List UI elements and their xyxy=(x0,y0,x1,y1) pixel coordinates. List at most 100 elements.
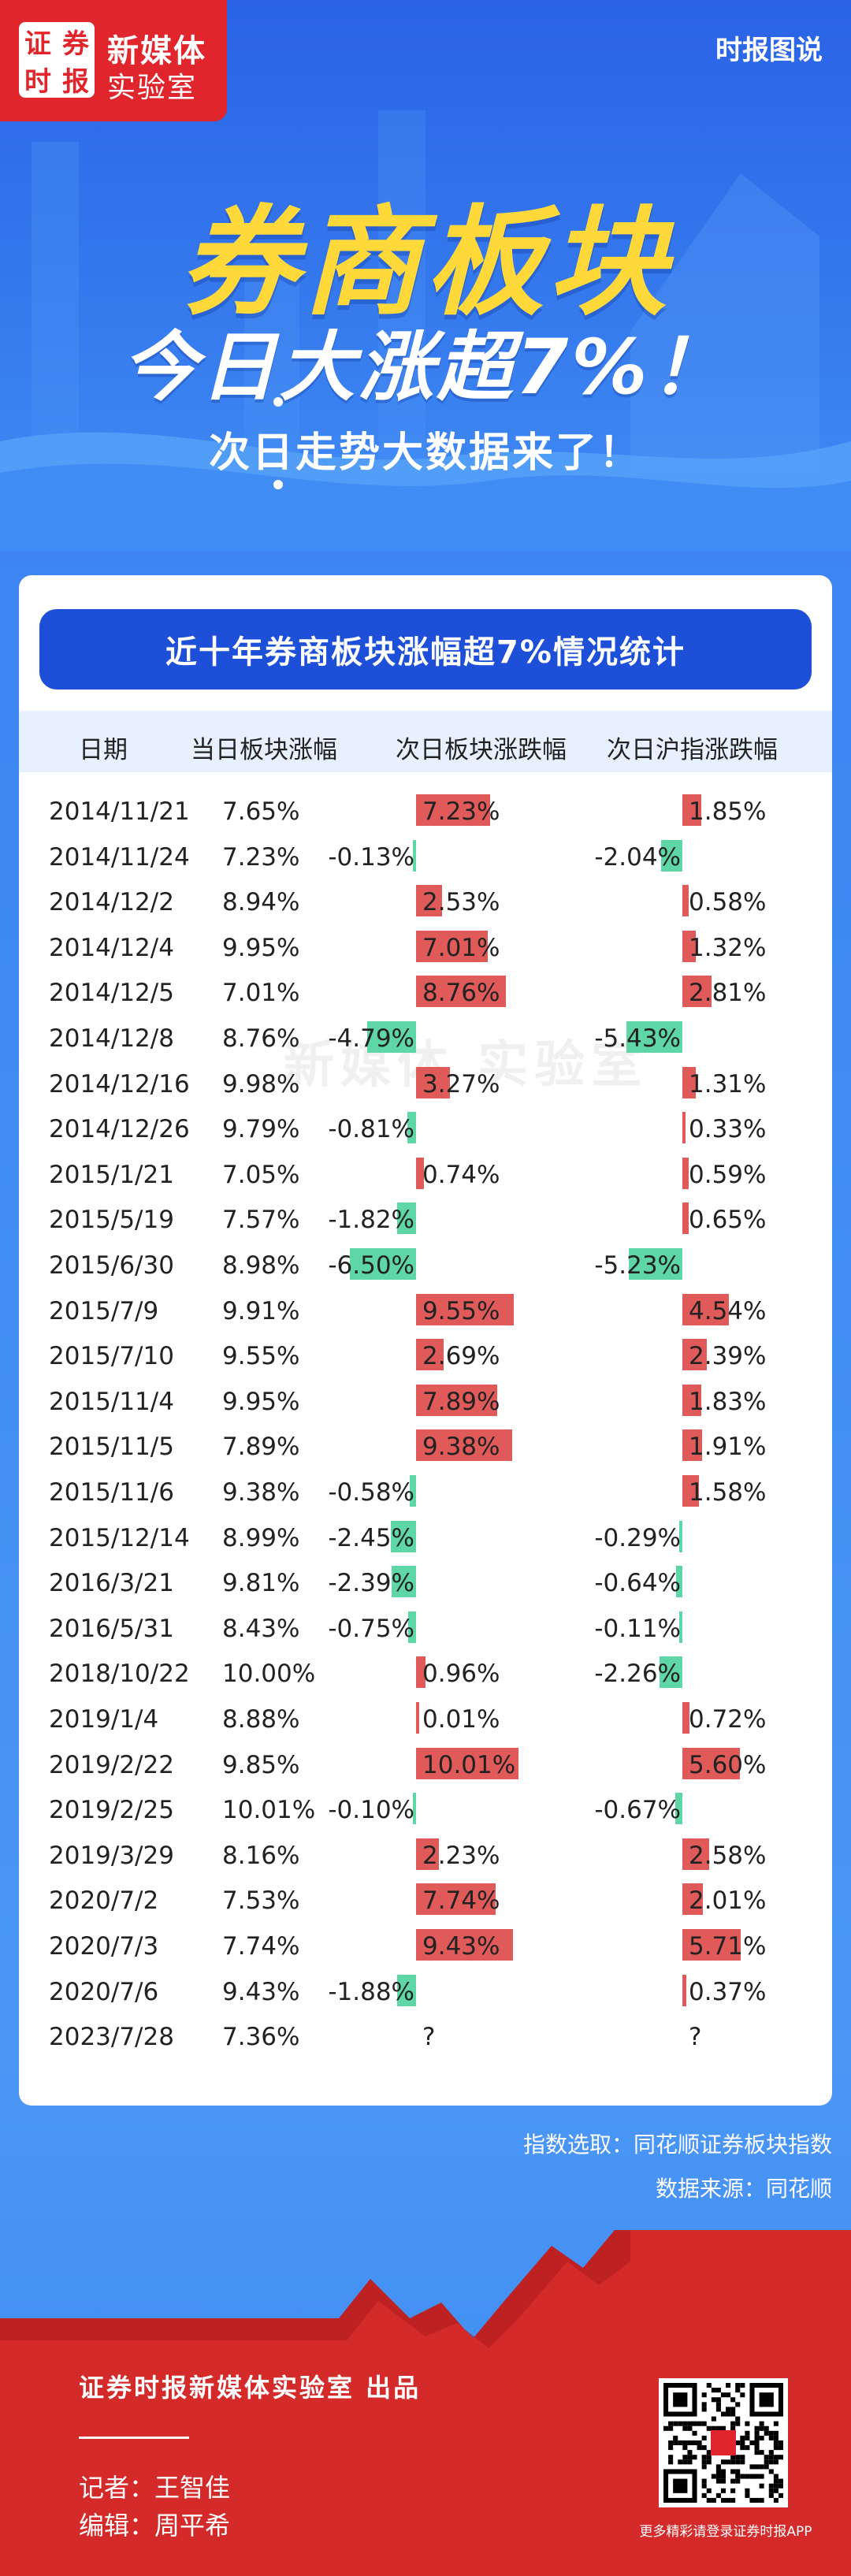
row-date: 2014/11/24 xyxy=(49,842,190,872)
next-sector-bar xyxy=(416,1293,515,1325)
row-date: 2015/1/21 xyxy=(49,1160,174,1189)
row-next-index: ? xyxy=(689,2023,702,2052)
row-date: 2018/10/22 xyxy=(49,1660,190,1689)
row-day-change: 7.01% xyxy=(222,979,300,1008)
column-header-date: 日期 xyxy=(79,736,128,764)
next-index-bar xyxy=(682,1157,689,1189)
next-sector-bar xyxy=(416,1066,450,1098)
row-next-sector: 0.96% xyxy=(422,1660,500,1689)
next-index-bar xyxy=(682,1066,697,1098)
header-decoration xyxy=(0,0,851,552)
row-day-change: 9.43% xyxy=(222,1977,300,2006)
row-next-sector: -0.58% xyxy=(328,1478,414,1507)
row-day-change: 9.98% xyxy=(222,1069,300,1098)
next-index-bar xyxy=(682,1384,701,1416)
row-next-index: 5.60% xyxy=(689,1750,767,1779)
row-next-sector: ? xyxy=(422,2023,436,2052)
row-date: 2020/7/6 xyxy=(49,1977,159,2006)
next-sector-bar xyxy=(416,1702,419,1734)
row-date: 2019/1/4 xyxy=(49,1705,159,1734)
row-next-index: 1.83% xyxy=(689,1387,767,1416)
row-next-sector: -2.45% xyxy=(328,1523,414,1552)
row-date: 2015/12/14 xyxy=(49,1523,190,1552)
row-next-sector: 0.74% xyxy=(422,1160,500,1189)
row-date: 2014/12/16 xyxy=(49,1069,190,1098)
next-index-bar xyxy=(682,1293,730,1325)
row-date: 2015/7/9 xyxy=(49,1296,159,1325)
row-next-index: 0.59% xyxy=(689,1160,767,1189)
row-next-index: 1.32% xyxy=(689,933,767,962)
row-next-index: 2.81% xyxy=(689,979,767,1008)
qr-code[interactable] xyxy=(659,2378,788,2507)
next-sector-bar xyxy=(416,1429,512,1462)
row-next-sector: 0.01% xyxy=(422,1705,500,1734)
row-date: 2015/7/10 xyxy=(49,1342,174,1371)
next-sector-bar xyxy=(410,1475,416,1507)
next-index-bar xyxy=(682,1747,740,1779)
row-date: 2014/12/2 xyxy=(49,888,174,917)
row-date: 2015/5/19 xyxy=(49,1206,174,1235)
row-date: 2015/6/30 xyxy=(49,1251,174,1280)
row-date: 2015/11/4 xyxy=(49,1387,174,1416)
row-next-index: 2.01% xyxy=(689,1886,767,1916)
footer xyxy=(0,2230,851,2576)
next-index-bar xyxy=(682,1838,709,1870)
row-date: 2019/3/29 xyxy=(49,1841,174,1870)
row-next-sector: 3.27% xyxy=(422,1069,500,1098)
headline-sub: 今日大涨超7%！ xyxy=(121,323,730,411)
credit-line: 证券时报新媒体实验室 出品 xyxy=(79,2373,422,2403)
logo-icon: 证 券 时 报 xyxy=(19,22,95,98)
row-date: 2019/2/22 xyxy=(49,1750,174,1779)
next-index-bar xyxy=(629,1248,682,1280)
next-index-bar xyxy=(682,1339,708,1371)
row-date: 2014/11/21 xyxy=(49,797,190,826)
next-sector-bar xyxy=(416,930,489,962)
row-day-change: 9.81% xyxy=(222,1569,300,1598)
row-day-change: 8.94% xyxy=(222,888,300,917)
watermark: 新媒体 实验室 xyxy=(284,1036,648,1095)
next-index-bar xyxy=(682,976,712,1008)
next-index-bar xyxy=(682,1883,704,1916)
row-next-index: 0.37% xyxy=(689,1977,767,2006)
next-sector-bar xyxy=(416,1339,444,1371)
row-day-change: 7.74% xyxy=(222,1932,300,1961)
row-next-index: -0.11% xyxy=(594,1614,681,1643)
row-next-index: -2.04% xyxy=(594,842,681,872)
row-date: 2015/11/6 xyxy=(49,1478,174,1507)
column-header-day-change: 当日板块涨幅 xyxy=(191,736,337,764)
next-index-bar xyxy=(682,1702,690,1734)
row-next-sector: -0.75% xyxy=(328,1614,414,1643)
row-day-change: 10.01% xyxy=(222,1796,316,1825)
row-day-change: 7.05% xyxy=(222,1160,300,1189)
row-next-sector: -0.10% xyxy=(328,1796,414,1825)
next-index-bar xyxy=(682,930,697,962)
row-day-change: 7.53% xyxy=(222,1886,300,1916)
row-next-index: 2.58% xyxy=(689,1841,767,1870)
row-day-change: 7.57% xyxy=(222,1206,300,1235)
next-sector-bar xyxy=(413,839,416,872)
row-next-sector: -0.81% xyxy=(328,1115,414,1144)
qr-caption: 更多精彩请登录证券时报APP xyxy=(639,2524,812,2540)
divider xyxy=(79,2437,189,2439)
row-next-sector: 7.01% xyxy=(422,933,500,962)
row-next-sector: -2.39% xyxy=(328,1569,414,1598)
row-date: 2023/7/28 xyxy=(49,2023,174,2052)
row-next-index: 2.39% xyxy=(689,1342,767,1371)
next-index-bar xyxy=(682,1112,686,1144)
row-date: 2014/12/26 xyxy=(49,1115,190,1144)
header-background xyxy=(0,0,851,552)
next-sector-bar xyxy=(391,1566,416,1598)
next-index-bar xyxy=(626,1021,682,1053)
qr-code-pattern xyxy=(663,2383,783,2503)
row-day-change: 7.65% xyxy=(222,797,300,826)
row-date: 2014/12/4 xyxy=(49,933,174,962)
row-day-change: 9.55% xyxy=(222,1342,300,1371)
row-day-change: 8.98% xyxy=(222,1251,300,1280)
row-next-sector: -4.79% xyxy=(328,1024,414,1053)
table-title: 近十年券商板块涨幅超7%情况统计 xyxy=(39,609,812,690)
row-day-change: 10.00% xyxy=(222,1660,316,1689)
next-sector-bar xyxy=(416,1883,496,1916)
next-index-bar xyxy=(682,1429,702,1462)
next-index-bar xyxy=(682,1203,689,1235)
row-day-change: 8.16% xyxy=(222,1841,300,1870)
